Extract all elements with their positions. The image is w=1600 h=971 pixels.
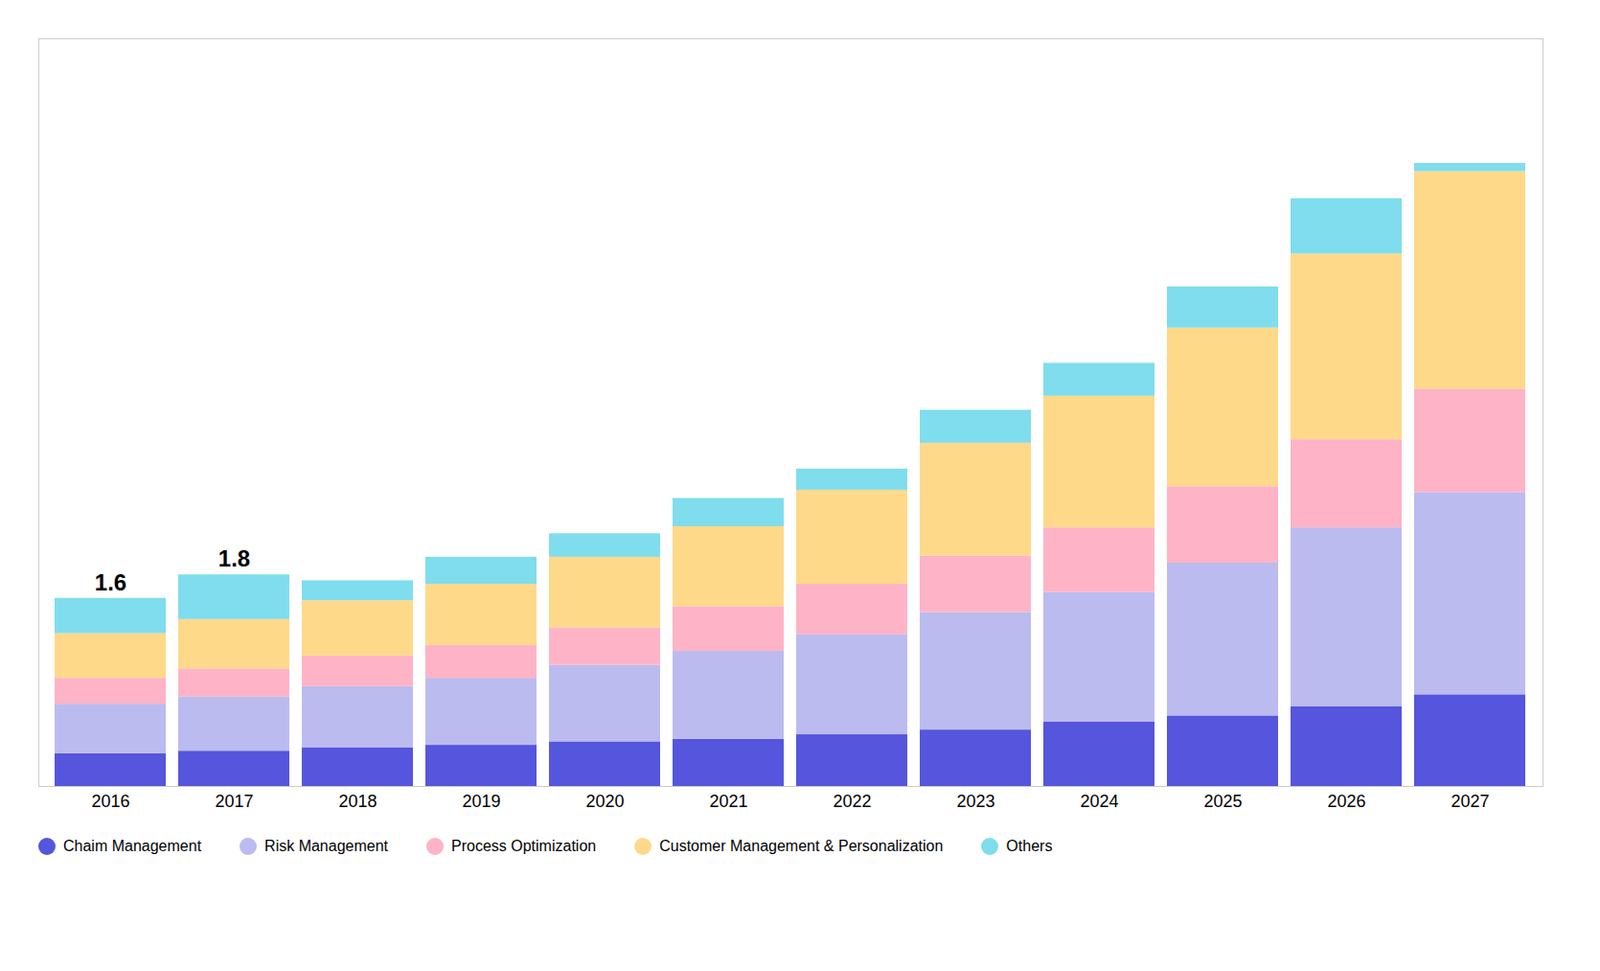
svg-text:2018: 2018	[338, 791, 377, 811]
html-text:Others: Others	[1006, 837, 1053, 854]
svg-text:2027: 2027	[1450, 791, 1489, 811]
svg-text:2023: 2023	[956, 791, 995, 811]
svg-text:1.8: 1.8	[218, 545, 251, 572]
html-text:Process Optimization: Process Optimization	[451, 837, 597, 854]
svg-text:2024: 2024	[1079, 791, 1119, 811]
svg-text:1.6: 1.6	[94, 569, 127, 595]
svg-text:2025: 2025	[1203, 791, 1242, 811]
svg-text:2019: 2019	[461, 791, 501, 811]
html-text:Chaim Management: Chaim Management	[63, 837, 202, 854]
svg-text:2022: 2022	[832, 791, 871, 811]
html-text:Risk Management: Risk Management	[264, 837, 389, 854]
svg-text:2016: 2016	[91, 791, 130, 811]
svg-text:2021: 2021	[708, 791, 748, 811]
svg-text:2020: 2020	[585, 791, 624, 811]
svg-text:2026: 2026	[1326, 791, 1366, 811]
svg-text:2017: 2017	[214, 791, 253, 811]
html-text:Customer Management & Personal: Customer Management & Personalization	[659, 837, 944, 854]
